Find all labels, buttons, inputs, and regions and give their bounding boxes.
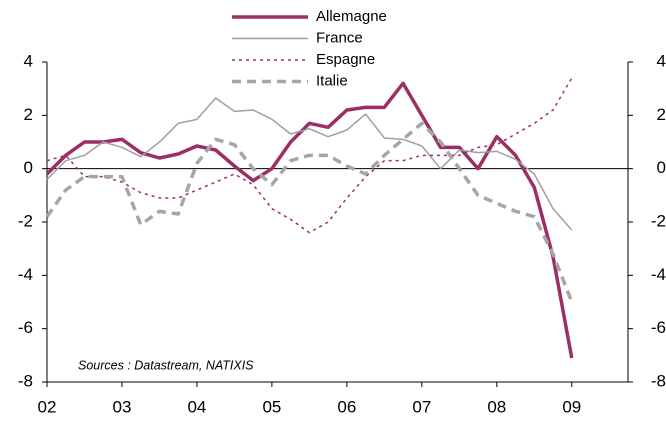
x-tick-label: 02 <box>38 397 57 416</box>
y2-tick-label: 2 <box>657 105 666 124</box>
y2-tick-label: -8 <box>651 371 666 390</box>
x-tick-label: 04 <box>187 397 206 416</box>
x-tick-label: 08 <box>487 397 506 416</box>
y2-tick-label: 4 <box>657 51 666 70</box>
series-line <box>46 97 573 231</box>
x-tick-label: 09 <box>562 397 581 416</box>
y-tick-label: -8 <box>18 371 33 390</box>
y2-tick-label: 0 <box>657 158 666 177</box>
x-tick-label: 07 <box>412 397 431 416</box>
series-line <box>46 77 573 234</box>
x-tick-label: 05 <box>262 397 281 416</box>
y-tick-label: 0 <box>24 158 33 177</box>
y2-tick-label: -2 <box>651 211 666 230</box>
y2-tick-label: -6 <box>651 318 666 337</box>
x-tick-label: 06 <box>337 397 356 416</box>
series-line <box>45 81 574 359</box>
annotation: Sources : Datastream, NATIXIS <box>78 358 254 372</box>
y2-tick-label: -4 <box>651 265 666 284</box>
legend-label: Allemagne <box>316 8 387 25</box>
series-line <box>45 121 574 303</box>
y-tick-label: -6 <box>18 318 33 337</box>
x-tick-label: 03 <box>113 397 132 416</box>
y-tick-label: -4 <box>18 265 33 284</box>
y-tick-label: 2 <box>24 105 33 124</box>
legend-label: France <box>316 29 363 46</box>
legend-label: Italie <box>316 72 348 89</box>
y-tick-label: 4 <box>24 51 33 70</box>
legend-label: Espagne <box>316 51 375 68</box>
y-tick-label: -2 <box>18 211 33 230</box>
